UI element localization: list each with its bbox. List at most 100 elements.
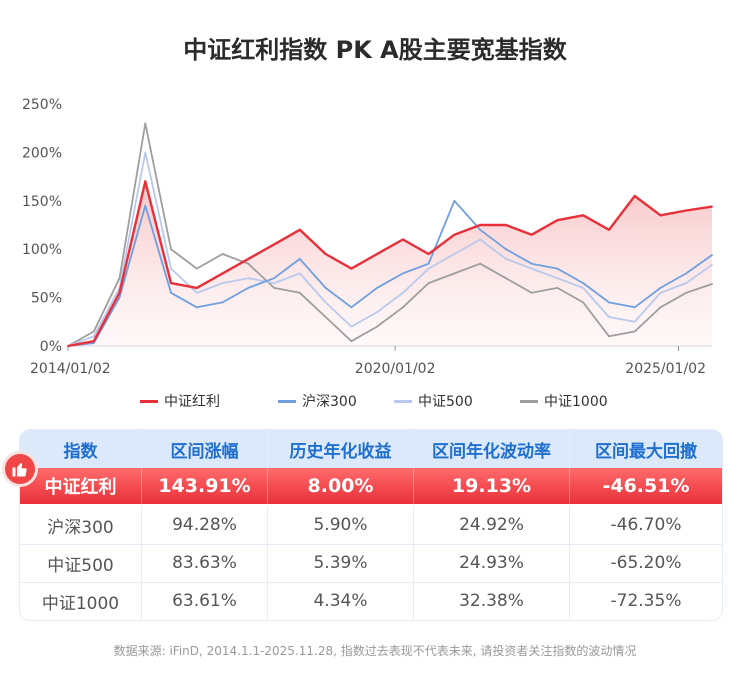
data-point — [298, 258, 301, 260]
area-zhongzhenghongli — [68, 181, 712, 346]
data-point — [273, 243, 275, 246]
data-point — [144, 180, 147, 183]
legend-label: 中证1000 — [544, 394, 608, 410]
row-divider — [20, 582, 722, 583]
data-point — [195, 287, 198, 289]
comparison-table: 指数 区间涨幅 历史年化收益 区间年化波动率 区间最大回撤 中证红利 143.9… — [20, 430, 722, 620]
data-point — [505, 248, 507, 251]
y-tick-label: 200% — [22, 145, 62, 161]
data-point — [711, 263, 713, 266]
data-point — [402, 238, 404, 241]
data-point — [402, 306, 404, 309]
data-point — [633, 306, 636, 309]
data-point — [195, 267, 198, 270]
data-point — [711, 283, 713, 285]
y-tick-label: 250% — [22, 97, 62, 113]
data-point — [659, 306, 662, 309]
table-cell: 94.28% — [142, 506, 268, 544]
data-point — [324, 287, 327, 289]
data-point — [376, 287, 378, 289]
data-point — [608, 228, 610, 231]
data-point — [556, 267, 559, 270]
x-tick-label: 2025/01/02 — [625, 361, 706, 377]
table-cell: 83.63% — [142, 544, 268, 582]
data-point — [659, 214, 662, 217]
data-point — [685, 272, 688, 275]
data-point — [505, 277, 507, 280]
data-point — [92, 340, 95, 343]
data-point — [556, 287, 559, 289]
data-point — [298, 228, 301, 231]
table-header-row: 指数 区间涨幅 历史年化收益 区间年化波动率 区间最大回撤 — [20, 430, 722, 468]
data-point — [195, 291, 198, 294]
y-tick-label: 150% — [22, 194, 62, 210]
data-point — [221, 282, 224, 284]
data-point — [608, 301, 610, 304]
table-cell: 沪深300 — [20, 506, 142, 544]
legend-swatch — [520, 399, 538, 403]
table-cell: 8.00% — [268, 468, 414, 504]
table-cell: -65.20% — [610, 553, 682, 573]
chart-title: 中证红利指数 PK A股主要宽基指数 — [183, 36, 567, 64]
data-point — [633, 320, 636, 323]
data-point — [324, 301, 327, 304]
table-cell: 63.61% — [142, 582, 268, 620]
table-header-cell: 区间最大回撤 — [595, 441, 697, 462]
chart-legend: 中证红利 沪深300 中证500 中证1000 — [0, 391, 750, 411]
data-point — [479, 228, 482, 231]
data-point — [427, 267, 430, 270]
data-point — [324, 316, 327, 318]
table-row-highlight: 中证红利 143.91% 8.00% 19.13% -46.51% — [20, 468, 722, 504]
data-point — [427, 253, 430, 255]
table-cell: 中证红利 — [20, 468, 142, 504]
data-point — [453, 272, 456, 275]
data-point — [608, 335, 610, 338]
data-point — [118, 277, 121, 280]
data-point — [67, 345, 69, 347]
data-point — [376, 325, 378, 328]
table-header-cell: 指数 — [20, 430, 142, 468]
data-point — [556, 219, 559, 222]
table-cell: -46.51% — [602, 475, 690, 497]
data-point — [453, 199, 456, 202]
data-point — [479, 224, 482, 226]
table-cell: 24.92% — [414, 506, 570, 544]
data-point — [505, 224, 507, 226]
thumbs-up-glyph — [12, 463, 27, 477]
data-point — [427, 262, 430, 265]
data-point — [402, 291, 404, 294]
table-cell: 5.90% — [268, 506, 414, 544]
data-point — [530, 233, 533, 236]
data-point — [118, 296, 121, 299]
data-point — [273, 282, 275, 284]
data-point — [376, 311, 378, 313]
data-point — [582, 214, 585, 217]
data-point — [479, 262, 482, 265]
data-point — [582, 301, 585, 304]
table-header-cell: 区间涨幅 — [142, 430, 268, 468]
table-cell: 24.93% — [414, 544, 570, 582]
data-point — [530, 291, 533, 294]
legend-item-hs300: 沪深300 — [278, 391, 357, 411]
data-point — [608, 316, 610, 318]
legend-label: 中证红利 — [164, 394, 220, 410]
table-cell: 19.13% — [414, 468, 570, 504]
data-point — [221, 301, 224, 304]
table-row: 中证500 83.63% 5.39% 24.93% -65.20% — [20, 544, 722, 582]
table-cell: 4.34% — [268, 582, 414, 620]
legend-swatch — [278, 399, 296, 403]
legend-label: 沪深300 — [302, 394, 357, 410]
data-point — [633, 195, 636, 197]
table-cell: 5.39% — [268, 544, 414, 582]
data-point — [324, 253, 327, 255]
legend-swatch — [394, 399, 412, 403]
data-point — [273, 277, 275, 280]
data-point — [273, 287, 275, 289]
legend-label: 中证500 — [418, 394, 473, 410]
data-point — [350, 340, 353, 343]
data-point — [170, 267, 172, 270]
data-point — [170, 282, 172, 284]
data-point — [170, 291, 172, 294]
table-header-cell: 历史年化收益 — [268, 430, 414, 468]
data-point — [582, 282, 585, 284]
